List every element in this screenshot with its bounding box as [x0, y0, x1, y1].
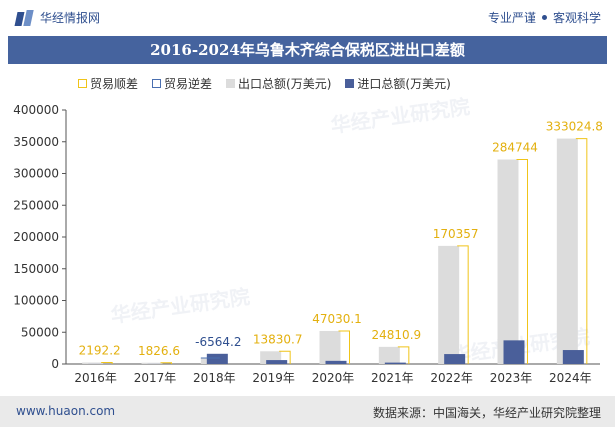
legend-swatch-deficit: [152, 78, 162, 88]
export-bar: [556, 138, 578, 364]
x-tick-label: 2020年: [312, 371, 355, 385]
import-bar: [384, 362, 406, 364]
surplus-bar: [160, 362, 172, 364]
legend-label-deficit: 贸易逆差: [164, 76, 213, 91]
x-tick-label: 2019年: [252, 371, 295, 385]
data-label: 284744: [492, 141, 538, 155]
data-label: 170357: [433, 227, 479, 241]
legend-swatch-imports: [345, 78, 355, 88]
data-label: 333024.8: [546, 120, 603, 134]
x-tick-label: 2017年: [134, 371, 177, 385]
brand-name: 华经情报网: [40, 11, 101, 25]
legend-label-exports: 出口总额(万美元): [238, 76, 332, 91]
x-tick-label: 2023年: [490, 371, 533, 385]
surplus-bar: [338, 330, 350, 364]
slogan: 专业严谨 客观科学: [488, 9, 601, 26]
y-tick-label: 300000: [13, 167, 59, 181]
x-tick-label: 2016年: [74, 371, 117, 385]
surplus-bar: [397, 346, 410, 364]
y-tick-label: 200000: [13, 230, 59, 244]
y-tick-label: 350000: [13, 135, 59, 149]
top-bar: 华经情报网 专业严谨 客观科学: [0, 0, 615, 36]
legend-swatch-surplus: [78, 78, 87, 88]
export-bar: [438, 245, 460, 364]
surplus-bar: [575, 138, 588, 364]
export-bar: [141, 362, 163, 364]
legend-label-imports: 进口总额(万美元): [357, 76, 451, 91]
y-tick-label: 0: [51, 357, 59, 371]
legend-item-deficit[interactable]: 贸易逆差: [152, 75, 212, 92]
footer-source: 数据来源：中国海关，华经产业研究院整理: [372, 406, 601, 420]
footer-website[interactable]: www.huaon.com: [16, 404, 116, 418]
legend-label-surplus: 贸易顺差: [90, 76, 139, 91]
y-tick-label: 100000: [13, 294, 59, 308]
legend-item-surplus[interactable]: 贸易顺差: [78, 75, 138, 92]
slogan-right: 客观科学: [552, 11, 601, 25]
export-bar: [497, 159, 519, 364]
import-bar: [503, 340, 525, 364]
legend-item-exports[interactable]: 出口总额(万美元): [226, 75, 331, 92]
import-bar: [562, 350, 584, 364]
x-tick-label: 2024年: [549, 371, 592, 385]
import-bar: [266, 360, 288, 364]
chart-legend: 贸易顺差 贸易逆差 出口总额(万美元) 进口总额(万美元): [78, 75, 465, 91]
surplus-bar: [279, 350, 291, 364]
x-tick-label: 2018年: [193, 371, 236, 385]
surplus-bar: [457, 245, 469, 364]
data-label: 1826.6: [138, 344, 180, 358]
data-label: 24810.9: [372, 328, 422, 342]
import-bar: [444, 354, 466, 364]
data-label: 47030.1: [312, 312, 362, 326]
legend-swatch-exports: [226, 78, 236, 88]
slogan-left: 专业严谨: [487, 11, 536, 25]
surplus-bar: [516, 159, 528, 364]
x-tick-label: 2022年: [430, 371, 473, 385]
export-bar: [82, 362, 104, 364]
data-label: 13830.7: [253, 332, 303, 346]
y-tick-label: 50000: [21, 325, 59, 339]
export-bar: [319, 330, 341, 364]
x-tick-label: 2021年: [371, 371, 414, 385]
surplus-bar: [101, 362, 113, 364]
y-tick-label: 250000: [13, 198, 59, 212]
brand[interactable]: 华经情报网: [14, 9, 101, 26]
y-tick-label: 150000: [13, 262, 59, 276]
chart-title: 2016-2024年乌鲁木齐综合保税区进出口差额: [8, 36, 607, 64]
legend-item-imports[interactable]: 进口总额(万美元): [345, 75, 451, 92]
data-label: 2192.2: [79, 344, 121, 358]
export-bar: [378, 346, 400, 364]
import-bar: [325, 360, 347, 364]
footer: www.huaon.com 数据来源：中国海关，华经产业研究院整理: [0, 396, 615, 427]
bullet-dot-icon: [541, 15, 547, 20]
data-label: -6564.2: [195, 335, 241, 349]
chart-plot: 0 50000 100000 150000 200000 250000 300000 3500…: [13, 103, 603, 385]
y-tick-label: 400000: [13, 103, 59, 117]
import-bar: [206, 353, 228, 364]
